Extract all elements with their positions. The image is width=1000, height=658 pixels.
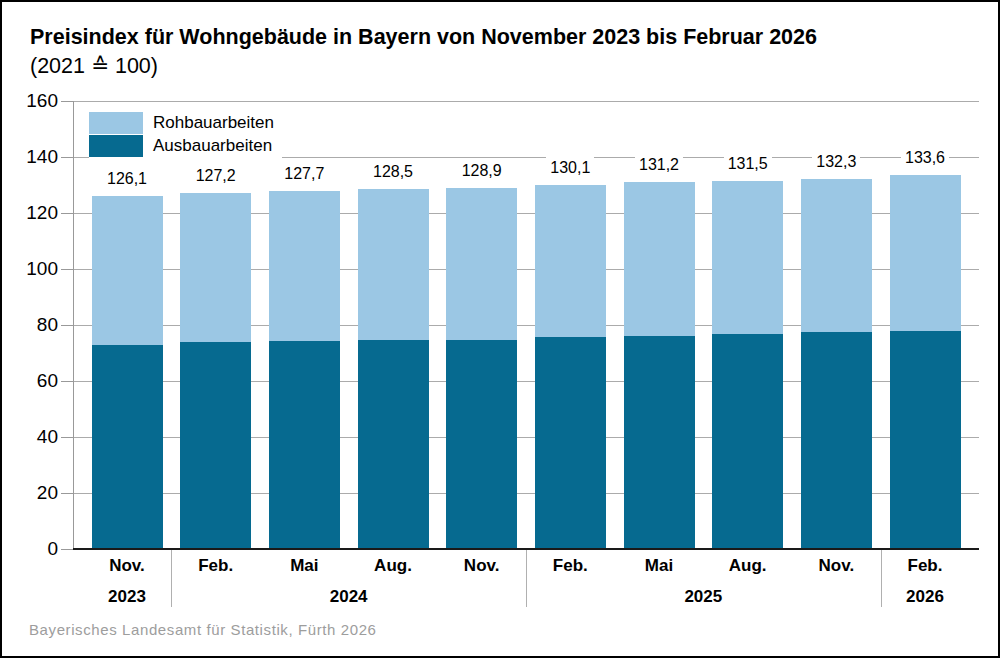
y-tick-label-160: 160	[12, 91, 58, 111]
bar-total-label: 132,3	[812, 150, 860, 173]
y-tick-label-40: 40	[12, 427, 58, 447]
y-tick-label-140: 140	[12, 147, 58, 167]
bar-segment-rohbauarbeiten	[712, 181, 783, 334]
bar-segment-rohbauarbeiten	[180, 193, 251, 342]
legend-label-ausbauarbeiten: Ausbauarbeiten	[153, 135, 272, 157]
legend-item-rohbauarbeiten: Rohbauarbeiten	[89, 112, 274, 134]
x-tick-label-month: Mai	[645, 556, 673, 576]
bar-segment-rohbauarbeiten	[358, 189, 429, 340]
y-tick-40	[61, 437, 73, 438]
x-tick-label-month: Mai	[290, 556, 318, 576]
bar-segment-rohbauarbeiten	[92, 196, 163, 346]
x-tick-label-month: Feb.	[908, 556, 943, 576]
y-tick-140	[61, 157, 73, 158]
bar-segment-ausbauarbeiten	[624, 336, 695, 549]
bar-segment-ausbauarbeiten	[712, 334, 783, 549]
x-tick-label-month: Feb.	[553, 556, 588, 576]
y-tick-label-100: 100	[12, 259, 58, 279]
bar-segment-rohbauarbeiten	[446, 188, 517, 339]
bar-total-label: 127,2	[192, 164, 240, 187]
legend-swatch-ausbauarbeiten	[89, 135, 143, 157]
y-tick-120	[61, 213, 73, 214]
bar-segment-ausbauarbeiten	[535, 337, 606, 549]
bar-total-label: 133,6	[901, 146, 949, 169]
y-tick-80	[61, 325, 73, 326]
bar-total-label: 131,2	[635, 153, 683, 176]
x-tick-label-year: 2023	[108, 587, 146, 607]
x-tick-label-month: Nov.	[109, 556, 145, 576]
bar-segment-ausbauarbeiten	[801, 332, 872, 549]
year-separator	[526, 550, 527, 607]
bar-total-label: 128,9	[458, 159, 506, 182]
x-tick-label-month: Aug.	[374, 556, 412, 576]
x-tick-label-month: Nov.	[819, 556, 855, 576]
bar-segment-rohbauarbeiten	[535, 185, 606, 337]
bar-segment-ausbauarbeiten	[92, 345, 163, 549]
bar-segment-rohbauarbeiten	[801, 179, 872, 333]
y-tick-label-60: 60	[12, 371, 58, 391]
bar-segment-ausbauarbeiten	[890, 331, 961, 549]
x-tick-label-year: 2024	[330, 587, 368, 607]
y-tick-label-120: 120	[12, 203, 58, 223]
legend: Rohbauarbeiten Ausbauarbeiten	[89, 112, 282, 160]
x-tick-label-year: 2025	[684, 587, 722, 607]
gridline-160	[73, 101, 979, 102]
bar-total-label: 131,5	[724, 152, 772, 175]
bar-segment-rohbauarbeiten	[890, 175, 961, 332]
x-tick-label-year: 2026	[906, 587, 944, 607]
bar-segment-ausbauarbeiten	[269, 341, 340, 549]
source-note: Bayerisches Landesamt für Statistik, Für…	[29, 621, 377, 638]
y-tick-label-80: 80	[12, 315, 58, 335]
legend-item-ausbauarbeiten: Ausbauarbeiten	[89, 135, 274, 157]
bar-segment-ausbauarbeiten	[180, 342, 251, 549]
bar-total-label: 126,1	[103, 167, 151, 190]
bar-segment-rohbauarbeiten	[624, 182, 695, 337]
bar-total-label: 130,1	[546, 156, 594, 179]
legend-label-rohbauarbeiten: Rohbauarbeiten	[153, 112, 274, 134]
bar-segment-ausbauarbeiten	[358, 340, 429, 549]
y-tick-label-0: 0	[12, 539, 58, 559]
y-tick-100	[61, 269, 73, 270]
legend-swatch-rohbauarbeiten	[89, 112, 143, 134]
bar-segment-rohbauarbeiten	[269, 191, 340, 340]
y-tick-160	[61, 101, 73, 102]
year-separator	[171, 550, 172, 607]
y-tick-60	[61, 381, 73, 382]
y-tick-0	[61, 549, 73, 550]
bar-total-label: 128,5	[369, 160, 417, 183]
plot-area: 0 20 40 60 80 100 120 140 160 126,1 Nov. 127,2 Feb. 1…	[2, 2, 1000, 658]
x-tick-label-month: Aug.	[729, 556, 767, 576]
year-separator	[881, 550, 882, 607]
x-tick-label-month: Feb.	[198, 556, 233, 576]
y-axis-line	[73, 101, 74, 549]
y-tick-20	[61, 493, 73, 494]
bar-total-label: 127,7	[280, 162, 328, 185]
bar-segment-ausbauarbeiten	[446, 340, 517, 549]
x-tick-label-month: Nov.	[464, 556, 500, 576]
y-tick-label-20: 20	[12, 483, 58, 503]
chart-frame: Preisindex für Wohngebäude in Bayern von…	[0, 0, 1000, 658]
